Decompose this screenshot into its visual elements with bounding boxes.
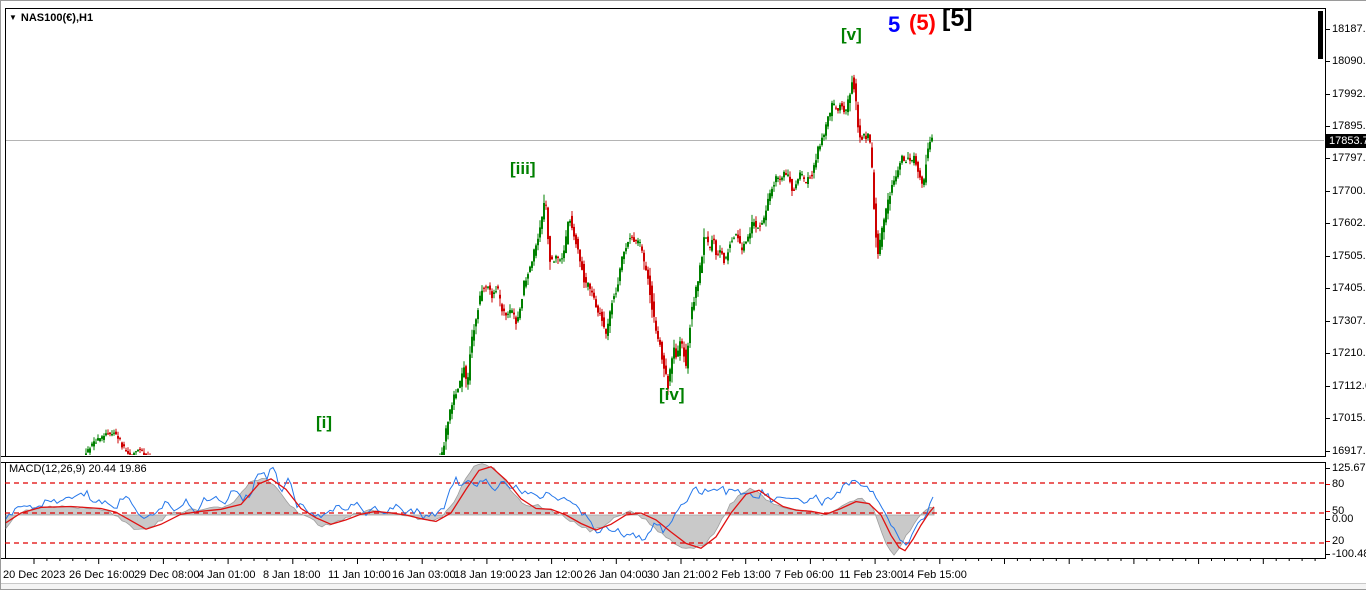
time-tick-label: 8 Jan 18:00 <box>263 569 321 581</box>
price-tick-label: 17797.6 <box>1332 152 1366 164</box>
time-tick-label: 2 Feb 13:00 <box>712 569 771 581</box>
price-tick-label: 17602.6 <box>1332 217 1366 229</box>
panel-splitter[interactable] <box>1 456 1326 463</box>
price-tick-label: 16917.6 <box>1332 445 1366 457</box>
wave-label[interactable]: [iv] <box>659 385 685 404</box>
time-tick-label: 14 Feb 15:00 <box>902 569 967 581</box>
current-price-badge: 17853.7 <box>1326 134 1366 148</box>
price-tick-label: 17405.1 <box>1332 282 1366 294</box>
price-tick <box>1326 158 1330 159</box>
time-tick-label: 4 Jan 01:00 <box>198 569 256 581</box>
macd-tick <box>1326 468 1330 469</box>
macd-fast-line <box>5 466 934 546</box>
macd-tick-label: 20 <box>1332 535 1345 547</box>
window-bottom-strip <box>1 584 1366 589</box>
time-tick-label: 7 Feb 06:00 <box>775 569 834 581</box>
macd-signal-value: 19.86 <box>119 463 147 475</box>
price-tick <box>1326 61 1330 62</box>
price-tick <box>1326 191 1330 192</box>
time-tick-label: 16 Jan 03:00 <box>392 569 456 581</box>
wave-label[interactable]: [5] <box>942 4 973 32</box>
macd-histogram <box>5 463 935 556</box>
price-tick <box>1326 256 1330 257</box>
time-tick-label: 11 Jan 10:00 <box>328 569 391 581</box>
chart-border-left <box>5 8 6 559</box>
macd-border-bottom <box>1 558 1326 559</box>
wave-label[interactable]: [iii] <box>510 159 536 178</box>
time-tick-label: 29 Dec 08:00 <box>134 569 200 581</box>
price-tick <box>1326 223 1330 224</box>
macd-tick-label: 50 <box>1332 505 1345 517</box>
macd-tick-label: 0.00 <box>1332 513 1354 525</box>
time-tick-label: 20 Dec 2023 <box>3 569 66 581</box>
price-tick-label: 17307.6 <box>1332 315 1366 327</box>
macd-signal-line <box>5 465 935 552</box>
macd-panel-canvas[interactable] <box>1 461 1326 558</box>
price-chart-canvas[interactable] <box>1 1 1326 456</box>
candles <box>85 74 933 455</box>
time-tick-label: 26 Jan 04:00 <box>584 569 648 581</box>
wave-label[interactable]: [i] <box>316 413 333 432</box>
time-tick-label: 11 Feb 23:00 <box>839 569 904 581</box>
macd-indicator-label: MACD(12,26,9) 20.44 19.86 <box>9 463 147 475</box>
price-tick <box>1326 418 1330 419</box>
time-tick-label: 30 Jan 21:00 <box>647 569 711 581</box>
macd-name: MACD(12,26,9) <box>9 463 86 475</box>
time-tick-label: 18 Jan 19:00 <box>454 569 518 581</box>
wave-label[interactable]: [v] <box>841 25 862 44</box>
symbol-label: ▼ NAS100(€),H1 <box>9 12 93 24</box>
time-tick-label: 26 Dec 16:00 <box>69 569 135 581</box>
macd-tick-label: -100.48 <box>1332 548 1366 560</box>
window-bottom-divider <box>1 583 1366 584</box>
macd-tick <box>1326 519 1330 520</box>
time-tick-label: 23 Jan 12:00 <box>519 569 583 581</box>
time-scale-ticks <box>33 559 1316 564</box>
price-tick <box>1326 29 1330 30</box>
scale-artifact <box>1318 11 1323 59</box>
price-tick-label: 18090.1 <box>1332 55 1366 67</box>
price-tick-label: 17015.1 <box>1332 412 1366 424</box>
price-tick-label: 17895.1 <box>1332 120 1366 132</box>
price-tick-label: 17992.6 <box>1332 88 1366 100</box>
macd-tick <box>1326 554 1330 555</box>
macd-tick <box>1326 484 1330 485</box>
price-tick-label: 17505.1 <box>1332 250 1366 262</box>
chart-shift-icon: ▼ <box>9 13 17 22</box>
macd-tick <box>1326 541 1330 542</box>
price-tick <box>1326 353 1330 354</box>
macd-main-value: 20.44 <box>88 463 117 475</box>
wave-label[interactable]: (5) <box>909 10 936 35</box>
price-tick <box>1326 94 1330 95</box>
chart-border-top <box>5 8 1326 9</box>
macd-tick <box>1326 511 1330 512</box>
price-tick-label: 17210.1 <box>1332 347 1366 359</box>
price-tick <box>1326 126 1330 127</box>
chart-border-right <box>1325 8 1326 559</box>
price-tick <box>1326 288 1330 289</box>
price-scale[interactable]: 18187.6 18090.1 17992.6 17895.1 17797.6 17700… <box>1326 1 1366 589</box>
price-tick-label: 17112.6 <box>1332 380 1366 392</box>
price-tick-label: 17700.1 <box>1332 185 1366 197</box>
price-tick-label: 18187.6 <box>1332 23 1366 35</box>
macd-tick-label: 80 <box>1332 478 1345 490</box>
price-tick <box>1326 321 1330 322</box>
wave-label[interactable]: 5 <box>888 12 901 37</box>
symbol-title: NAS100(€),H1 <box>20 12 94 24</box>
price-tick <box>1326 386 1330 387</box>
price-tick <box>1326 451 1330 452</box>
macd-tick-label: 125.67 <box>1332 462 1366 474</box>
